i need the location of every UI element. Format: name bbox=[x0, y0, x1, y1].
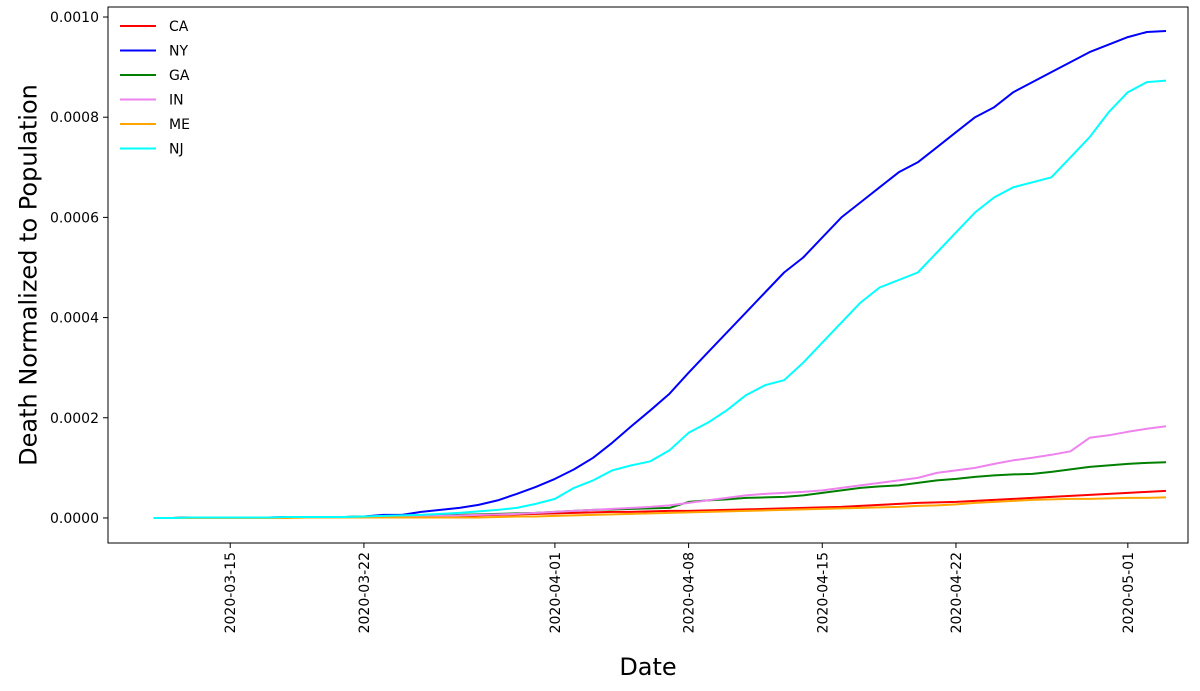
series-line-nj bbox=[153, 79, 1167, 519]
legend-label: GA bbox=[169, 68, 190, 84]
legend-label: NY bbox=[169, 44, 188, 60]
x-tick-label: 2020-04-15 bbox=[815, 552, 831, 633]
x-tick-label: 2020-05-01 bbox=[1121, 552, 1137, 633]
legend-label: NJ bbox=[169, 142, 184, 158]
x-tick-label: 2020-03-22 bbox=[357, 552, 373, 633]
x-axis-title: Date bbox=[619, 653, 676, 681]
y-tick-label: 0.0010 bbox=[50, 10, 99, 26]
y-axis: 0.0000 0.0002 0.0004 0.0006 0.0008 0.0010 bbox=[50, 10, 108, 527]
x-tick-label: 2020-04-08 bbox=[682, 552, 698, 633]
legend-label: CA bbox=[169, 19, 189, 35]
y-tick-label: 0.0006 bbox=[50, 210, 99, 226]
y-axis-title: Death Normalized to Population bbox=[14, 84, 42, 466]
legend-label: IN bbox=[169, 93, 184, 109]
y-tick-label: 0.0008 bbox=[50, 110, 99, 126]
legend: CA NY GA IN ME NJ bbox=[120, 19, 190, 158]
y-tick-label: 0.0004 bbox=[50, 311, 99, 327]
series-lines bbox=[153, 30, 1167, 519]
x-tick-label: 2020-03-15 bbox=[223, 552, 239, 633]
legend-label: ME bbox=[169, 117, 190, 133]
y-tick-label: 0.0002 bbox=[50, 411, 99, 427]
x-tick-label: 2020-04-01 bbox=[548, 552, 564, 633]
y-tick-label: 0.0000 bbox=[50, 511, 99, 527]
x-axis: 2020-03-15 2020-03-22 2020-04-01 2020-04-08… bbox=[223, 543, 1137, 633]
x-tick-label: 2020-04-22 bbox=[949, 552, 965, 633]
